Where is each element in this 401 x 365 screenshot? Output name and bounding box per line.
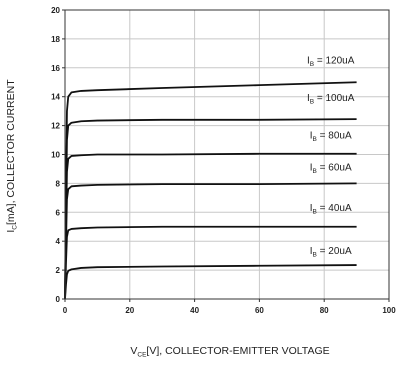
series-label-main: I <box>310 203 313 214</box>
series-label-1: IB = 40uA <box>310 203 352 216</box>
series-label-rest: = 100uA <box>314 93 355 104</box>
series-label-main: I <box>310 246 313 257</box>
series-layer <box>64 81 357 300</box>
series-label-main: I <box>307 93 310 104</box>
series-label-5: IB = 120uA <box>307 55 355 67</box>
series-line-1 <box>64 225 357 300</box>
series-label-main: I <box>310 162 313 173</box>
x-tick-label-0: 0 <box>63 306 68 315</box>
series-label-rest: = 120uA <box>314 55 355 66</box>
x-axis-title-sub: CE <box>137 352 147 359</box>
series-label-main: I <box>307 55 310 66</box>
series-label-3: IB = 80uA <box>310 131 352 144</box>
series-label-sub: B <box>313 136 317 143</box>
series-label-main: I <box>310 131 313 142</box>
y-tick-label-1: 2 <box>56 266 61 275</box>
series-label-rest: = 80uA <box>317 131 352 142</box>
series-label-sub: B <box>313 168 317 175</box>
series-label-0: IB = 20uA <box>310 246 352 259</box>
y-axis-title-rest: [mA], COLLECTOR CURRENT <box>5 79 17 225</box>
x-axis-title-main: V <box>130 345 137 357</box>
y-tick-label-0: 0 <box>56 295 61 304</box>
y-axis-title-sub: C <box>12 225 19 230</box>
y-tick-label-8: 16 <box>51 64 60 73</box>
y-tick-label-9: 18 <box>51 35 60 44</box>
series-label-sub: B <box>310 61 314 68</box>
grid-layer <box>65 10 389 299</box>
y-tick-label-10: 20 <box>51 6 60 15</box>
y-tick-label-3: 6 <box>56 208 61 217</box>
y-axis-title: IC[mA], COLLECTOR CURRENT <box>5 79 19 233</box>
series-line-5 <box>64 81 357 300</box>
tick-layer: 0 20 40 60 80 100 0 2 4 6 8 10 12 14 16 18 20 <box>51 6 396 315</box>
y-axis-title-main: I <box>5 230 17 233</box>
series-label-rest: = 40uA <box>317 203 352 214</box>
series-label-rest: = 60uA <box>317 162 352 173</box>
x-tick-label-4: 80 <box>320 306 329 315</box>
series-label-2: IB = 60uA <box>310 162 352 175</box>
series-line-0 <box>64 264 357 300</box>
y-tick-label-2: 4 <box>56 237 61 246</box>
x-axis-title-rest: [V], COLLECTOR-EMITTER VOLTAGE <box>146 345 329 357</box>
series-label-sub: B <box>310 99 314 106</box>
series-label-rest: = 20uA <box>317 246 352 257</box>
x-tick-label-3: 60 <box>255 306 264 315</box>
y-tick-label-4: 8 <box>56 179 61 188</box>
series-label-sub: B <box>313 208 317 215</box>
series-label-sub: B <box>313 252 317 259</box>
series-label-4: IB = 100uA <box>307 93 355 106</box>
x-tick-label-2: 40 <box>190 306 199 315</box>
x-axis-title: VCE[V], COLLECTOR-EMITTER VOLTAGE <box>130 345 329 359</box>
x-tick-label-5: 100 <box>382 306 396 315</box>
y-tick-label-5: 10 <box>51 151 60 160</box>
y-tick-label-7: 14 <box>51 93 60 102</box>
y-tick-label-6: 12 <box>51 122 60 131</box>
x-tick-label-1: 20 <box>125 306 134 315</box>
